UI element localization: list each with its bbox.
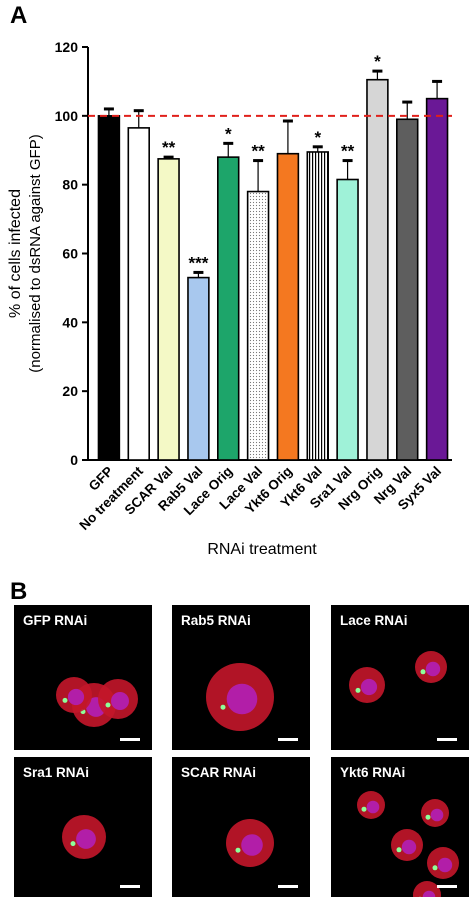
cell-nucleus [425,661,441,677]
gfp-spot [235,847,241,853]
cell-nucleus [437,857,453,873]
gfp-spot [432,865,438,871]
micrograph-tile: Sra1 RNAi [14,757,152,897]
bar [425,97,449,461]
y-tick-label: 20 [62,383,78,399]
cell-body [413,881,441,897]
micrograph-image [206,663,274,731]
cell-nucleus [366,800,380,814]
bar [246,190,270,461]
significance-label: * [374,52,381,71]
micrograph-tile: GFP RNAi [14,605,152,750]
y-tick-label: 100 [55,108,79,124]
bar [187,276,210,461]
y-axis-title: % of cells infected [7,189,24,318]
significance-label: *** [188,253,208,272]
cell-nucleus [111,692,129,710]
micrograph-label: Rab5 RNAi [181,613,251,628]
bar [276,152,300,461]
micrograph-label: SCAR RNAi [181,765,257,780]
y-tick-label: 60 [62,246,78,262]
micrograph-image [226,819,274,867]
cell-nucleus [422,890,436,897]
micrograph-image [357,791,459,897]
micrograph-label: Sra1 RNAi [23,765,90,780]
gfp-spot [220,704,226,710]
scale-bar [278,738,298,741]
gfp-spot [62,697,68,703]
scale-bar [437,885,457,888]
cell-nucleus [76,829,96,849]
bar [97,115,121,461]
micrograph-tile: Rab5 RNAi [172,605,310,750]
micrograph-label: Lace RNAi [340,613,408,628]
y-tick-label: 120 [55,39,79,55]
bar [366,78,389,461]
bar [336,178,359,461]
scale-bar [120,885,140,888]
y-tick-label: 80 [62,177,78,193]
micrograph-label: Ykt6 RNAi [340,765,406,780]
micrograph-tile: Lace RNAi [331,605,469,750]
cell-nucleus [360,678,378,696]
cell-nucleus [226,683,258,715]
gfp-spot [105,702,111,708]
micrograph-image [56,677,138,727]
cell-nucleus [430,808,444,822]
significance-label: ** [341,142,355,161]
scale-bar [437,738,457,741]
scale-bar [278,885,298,888]
panel-b-label: B [10,578,28,605]
gfp-spot [70,841,76,847]
bar [306,151,329,461]
significance-label: ** [162,138,176,157]
gfp-spot [396,847,402,853]
bar [157,158,180,461]
significance-label: * [225,124,232,143]
bar [217,156,240,461]
micrograph-tile: SCAR RNAi [172,757,310,897]
y-axis-subtitle: (normalised to dsRNA against GFP) [27,134,44,372]
bar [396,118,419,461]
micrograph-tile: Ykt6 RNAi [331,757,469,897]
scale-bar [120,738,140,741]
x-axis-title: RNAi treatment [207,541,317,558]
gfp-spot [361,806,367,812]
y-tick-label: 40 [62,314,78,330]
micrograph-image [349,651,447,703]
gfp-spot [425,814,431,820]
gfp-spot [420,669,426,675]
gfp-spot [355,687,361,693]
bar-chart: 0 20 40 60 80 100 120 % of cells infected (norma… [7,39,452,558]
cell-nucleus [241,834,263,856]
micrograph-image [62,815,106,859]
y-tick-label: 0 [70,452,78,468]
cell-nucleus [401,839,417,855]
panel-a-label: A [10,2,28,29]
bar [127,127,150,461]
cell-nucleus [67,688,85,706]
significance-label: * [314,128,321,147]
micrograph-label: GFP RNAi [23,613,88,628]
significance-label: ** [251,142,265,161]
